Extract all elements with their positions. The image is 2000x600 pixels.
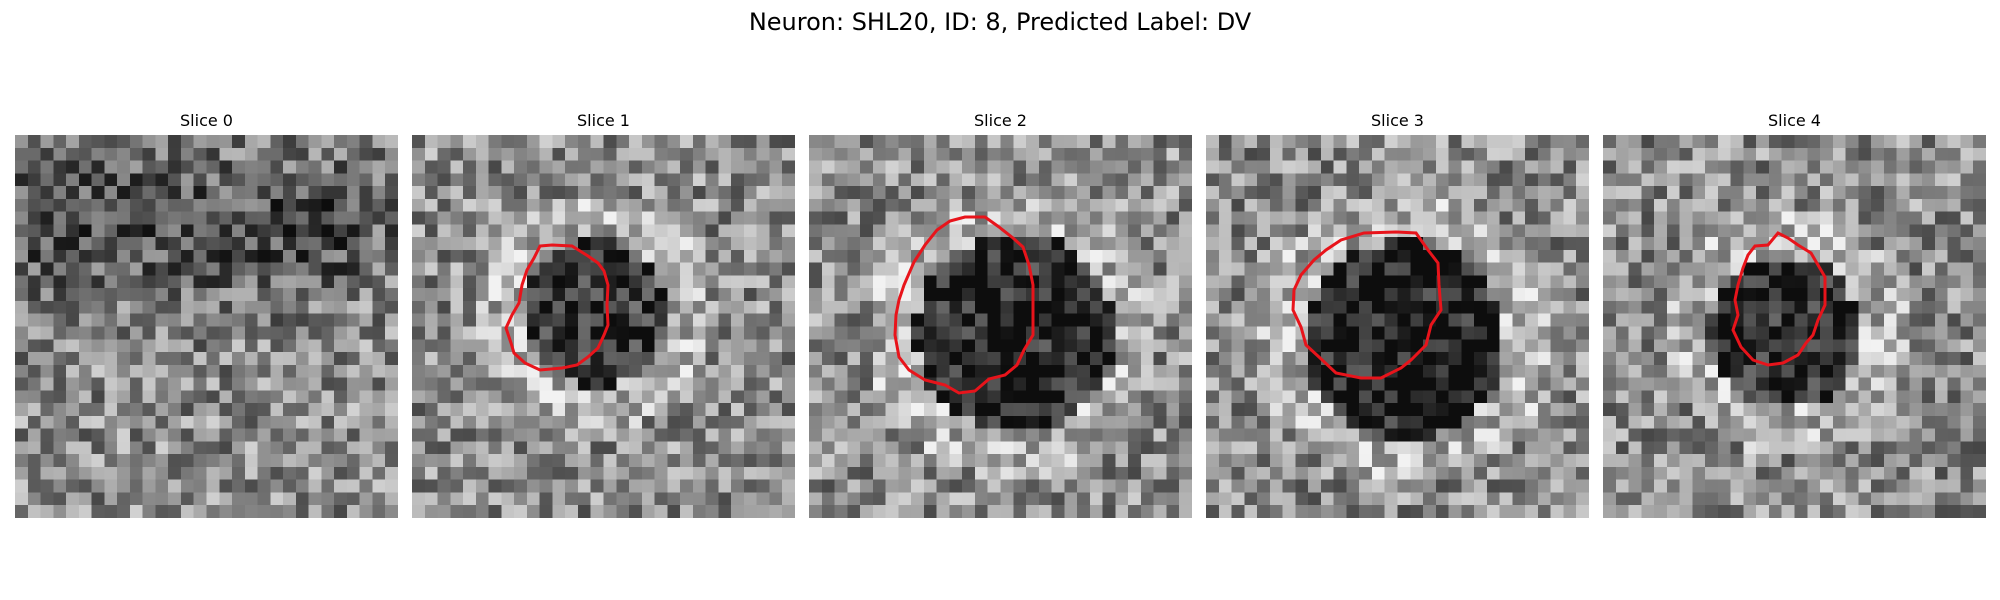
- slice-panel-1: Slice 1: [412, 109, 795, 518]
- slice-2-pixels: [809, 135, 1192, 518]
- slice-4-pixels: [1603, 135, 1986, 518]
- neuron-contour: [1731, 231, 1827, 367]
- slice-1-contour-layer: [504, 243, 610, 372]
- slice-4-contour-layer: [1731, 231, 1827, 367]
- neuron-contour: [1291, 230, 1443, 380]
- slice-title-4: Slice 4: [1768, 111, 1821, 130]
- slice-3-pixels: [1206, 135, 1589, 518]
- slice-title-1: Slice 1: [577, 111, 630, 130]
- slice-image-3: [1206, 135, 1589, 518]
- slice-3-contour-layer: [1291, 230, 1443, 380]
- slice-title-3: Slice 3: [1371, 111, 1424, 130]
- neuron-contour: [504, 243, 610, 372]
- slice-panel-4: Slice 4: [1603, 109, 1986, 518]
- slice-title-0: Slice 0: [180, 111, 233, 130]
- slice-image-4: [1603, 135, 1986, 518]
- slice-panel-3: Slice 3: [1206, 109, 1589, 518]
- neuron-contour: [893, 215, 1035, 395]
- slice-panel-0: Slice 0: [15, 109, 398, 518]
- slice-0-pixels: [15, 135, 398, 518]
- slice-2-contour-layer: [893, 215, 1035, 395]
- slice-image-2: [809, 135, 1192, 518]
- figure-title: Neuron: SHL20, ID: 8, Predicted Label: D…: [748, 8, 1252, 36]
- slice-image-1: [412, 135, 795, 518]
- slice-1-pixels: [412, 135, 795, 518]
- slice-panel-2: Slice 2: [809, 109, 1192, 518]
- slice-title-2: Slice 2: [974, 111, 1027, 130]
- slice-image-0: [15, 135, 398, 518]
